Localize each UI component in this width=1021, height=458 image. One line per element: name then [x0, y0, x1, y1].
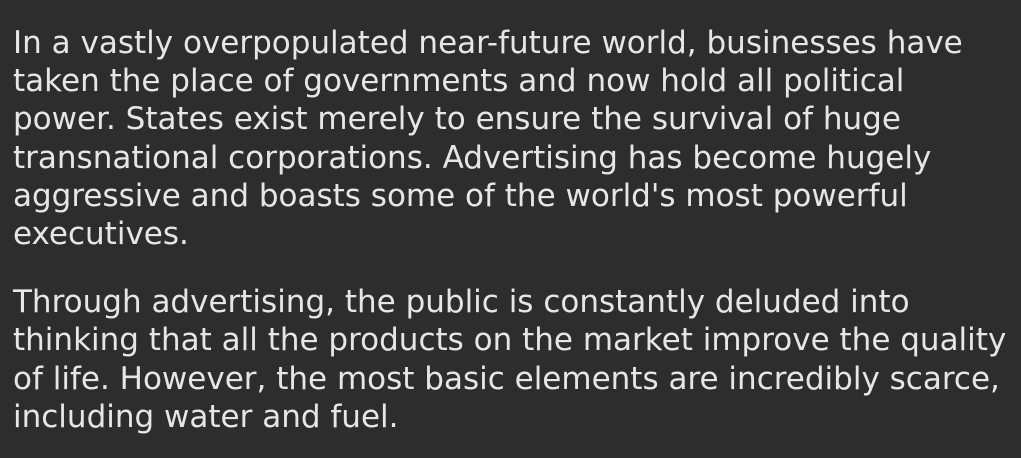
synopsis-text-block: In a vastly overpopulated near-future wo… [13, 25, 1007, 435]
synopsis-paragraph-2: Through advertising, the public is const… [13, 284, 1007, 435]
synopsis-paragraph-1: In a vastly overpopulated near-future wo… [13, 25, 963, 253]
